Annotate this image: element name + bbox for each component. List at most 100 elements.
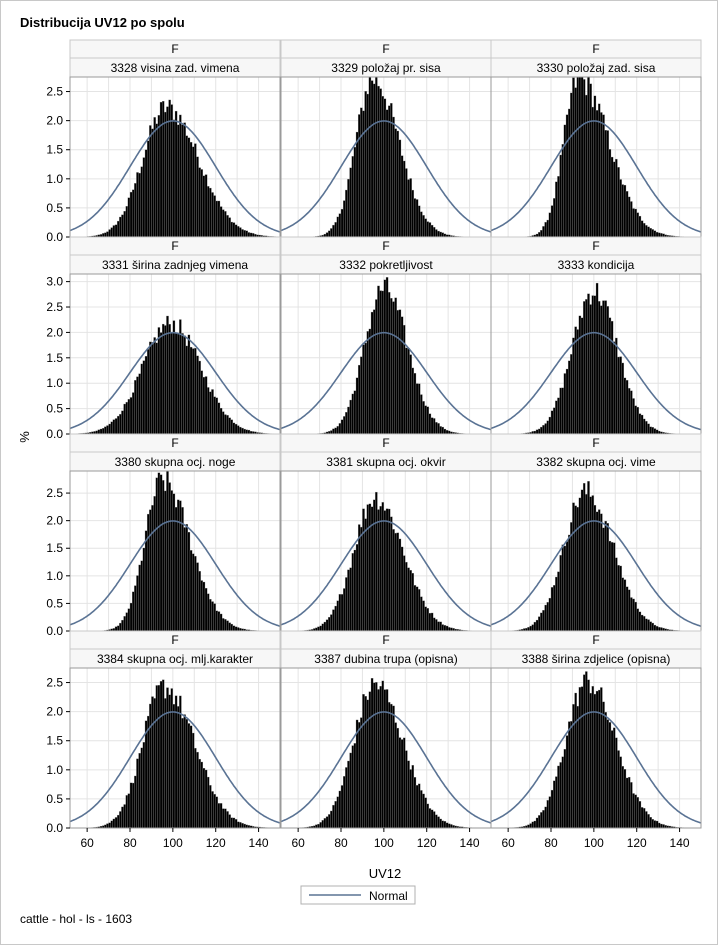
histogram-bar [409,354,412,435]
histogram-bar [653,624,657,632]
histogram-bar [219,407,223,435]
histogram-bar [585,299,588,435]
histogram-bar [640,807,644,829]
histogram-bar [211,791,214,829]
histogram-bar [546,602,550,632]
normal-curve [69,711,281,824]
histogram-bar [655,429,659,435]
histogram-bar [345,189,348,238]
histogram-bar [638,215,642,238]
histogram-bar [112,818,116,829]
y-tick-label: 2.5 [46,300,63,314]
histogram-bar [155,123,159,238]
histogram-bar [123,211,126,238]
histogram-bar [204,769,208,829]
histogram-bar [168,482,171,632]
histogram-bar [402,555,406,632]
histogram-bar [131,189,135,238]
histogram-bar [372,499,376,632]
histogram-bar [112,419,116,435]
histogram-bar [565,114,569,238]
histogram-bar [375,491,378,632]
histogram-bar [415,199,419,238]
histogram-bar [540,230,543,238]
histogram-bar [537,815,541,829]
histogram-bar [144,530,148,632]
histogram-bar [576,705,580,829]
normal-curve [490,331,702,431]
histogram-bar [112,225,116,238]
histogram-bar [647,619,650,632]
histogram-bar [587,76,590,238]
histogram-bar [170,104,174,238]
histogram-bar [213,603,216,632]
histogram-bar [390,703,393,829]
histogram-bar [234,626,238,632]
y-tick-label: 2.0 [46,705,63,719]
normal-curve [69,331,281,431]
histogram-bar [351,393,355,435]
histogram-bar [325,619,329,632]
histogram-bar [426,803,430,829]
histogram-bar [116,625,120,632]
histogram-bar [127,608,131,632]
histogram-bar [450,824,453,829]
histogram-bar [567,108,571,238]
histogram-bar [194,143,197,238]
histogram-bar [589,496,592,632]
x-tick-label: 140 [249,836,269,850]
histogram-bar [555,181,558,238]
histogram-bar [219,613,223,632]
histogram-bar [615,158,618,238]
histogram-bar [230,817,234,829]
histogram-bar [198,571,201,632]
histogram-bar [405,561,408,632]
histogram-bar [140,747,144,829]
histogram-bar [634,794,637,829]
histogram-bar [394,532,397,632]
histogram-bar [211,601,214,632]
histogram-bar [420,211,423,238]
histogram-bar [422,793,425,829]
histogram-bar [224,808,227,829]
histogram-bar [136,758,139,829]
histogram-bar [243,230,246,238]
histogram-bar [153,698,156,829]
histogram-bar [595,511,599,632]
y-tick-label: 0.0 [46,427,63,441]
histogram-bar [157,327,161,435]
histogram-bar [623,769,627,829]
histogram-bar [627,388,631,435]
histogram-bar [200,580,204,632]
histogram-bar [330,430,333,435]
histogram-bar [142,157,146,238]
histogram-bar [217,402,221,435]
histogram-bar [121,619,124,632]
histogram-bar [347,178,350,238]
histogram-bar [576,329,580,435]
histogram-bar [578,687,582,829]
histogram-bar [432,811,436,829]
histogram-bar [619,565,622,632]
histogram-bar [196,355,199,435]
histogram-bar [625,777,629,829]
histogram-bar [591,495,595,632]
histogram-bar [651,819,655,829]
y-tick-label: 1.0 [46,763,63,777]
histogram-bar [174,332,178,435]
histogram-bar [377,689,380,829]
histogram-bar [381,290,385,435]
histogram-bar [349,752,352,829]
histogram-bar [563,373,567,435]
histogram-bar [129,191,133,238]
histogram-bar [621,577,625,632]
histogram-bar [394,128,397,238]
histogram-bar [332,804,335,829]
trait-label: 3387 dubina trupa (opisna) [314,652,457,666]
group-label: F [592,633,599,647]
normal-curve [69,520,281,627]
histogram-bar [334,222,337,238]
histogram-bar [319,822,322,829]
histogram-bar [621,362,625,435]
histogram-bar [101,428,105,435]
